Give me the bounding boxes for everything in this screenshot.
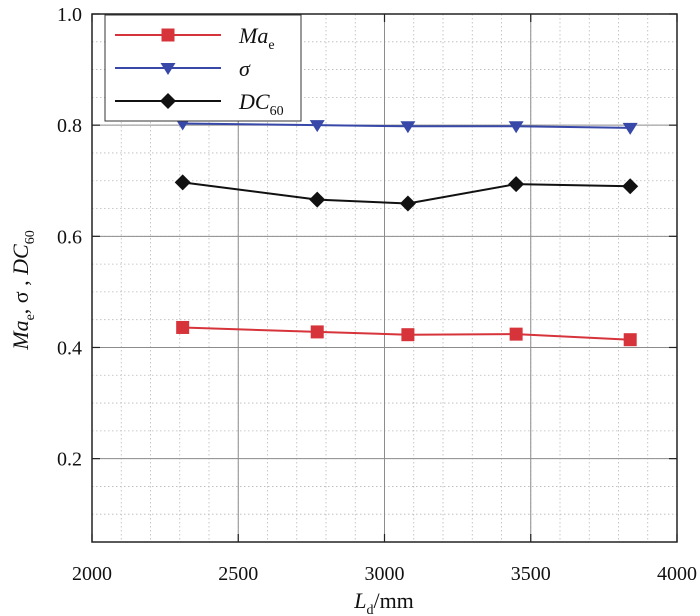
data-point-triangle [622,122,638,135]
data-point-square [161,28,175,42]
data-point-square [623,333,637,347]
y-title-subscript: e [23,314,38,320]
x-tick-label: 4000 [657,563,697,585]
legend-label-subscript: e [268,38,274,53]
legend-label-main: Ma [238,23,268,48]
data-point-square [176,320,190,334]
y-title-part: Ma [8,320,33,350]
data-point-diamond [309,191,326,208]
y-tick-label: 0.6 [57,226,82,248]
x-tick-label: 2500 [218,563,258,585]
legend-label-subscript: 60 [270,104,284,119]
data-point-square [310,325,324,339]
data-point-triangle [309,120,325,133]
y-tick-labels: 0.2 0.4 0.6 0.8 1.0 [57,4,82,471]
data-point-square [509,327,523,341]
x-tick-label: 2000 [72,563,112,585]
data-point-triangle [400,121,416,134]
y-tick-label: 0.8 [57,115,82,137]
data-point-diamond [399,195,416,212]
x-title-main: L [353,588,366,613]
data-point-diamond [622,178,639,195]
data-point-diamond [160,93,176,109]
legend-label: DC60 [238,89,284,119]
x-axis-title: Ld/mm [353,588,414,616]
y-tick-label: 0.4 [57,337,82,359]
data-point-triangle [160,63,176,75]
legend-label: σ [239,56,251,81]
legend-label-main: σ [239,56,251,81]
legend: Mae σ DC60 [104,14,302,122]
y-title-part: DC [8,244,33,276]
y-title-subscript: 60 [23,230,38,244]
data-point-diamond [508,176,525,193]
y-title-part: , σ , [8,275,33,314]
data-point-diamond [174,174,191,191]
series-ma-e [176,320,637,347]
x-tick-labels: 2000 2500 3000 3500 4000 [72,563,697,585]
x-tick-label: 3000 [365,563,405,585]
x-tick-label: 3500 [511,563,551,585]
legend-label: Mae [238,23,275,53]
x-title-subscript: d [366,603,373,616]
y-tick-label: 0.2 [57,449,82,471]
x-title-unit: /mm [373,588,413,613]
data-point-triangle [508,121,524,134]
series-dc-60 [174,174,639,212]
data-point-square [401,328,415,342]
y-tick-label: 1.0 [57,4,82,26]
y-axis-title: Mae, σ , DC60 [8,230,38,350]
legend-label-main: DC [238,89,270,114]
